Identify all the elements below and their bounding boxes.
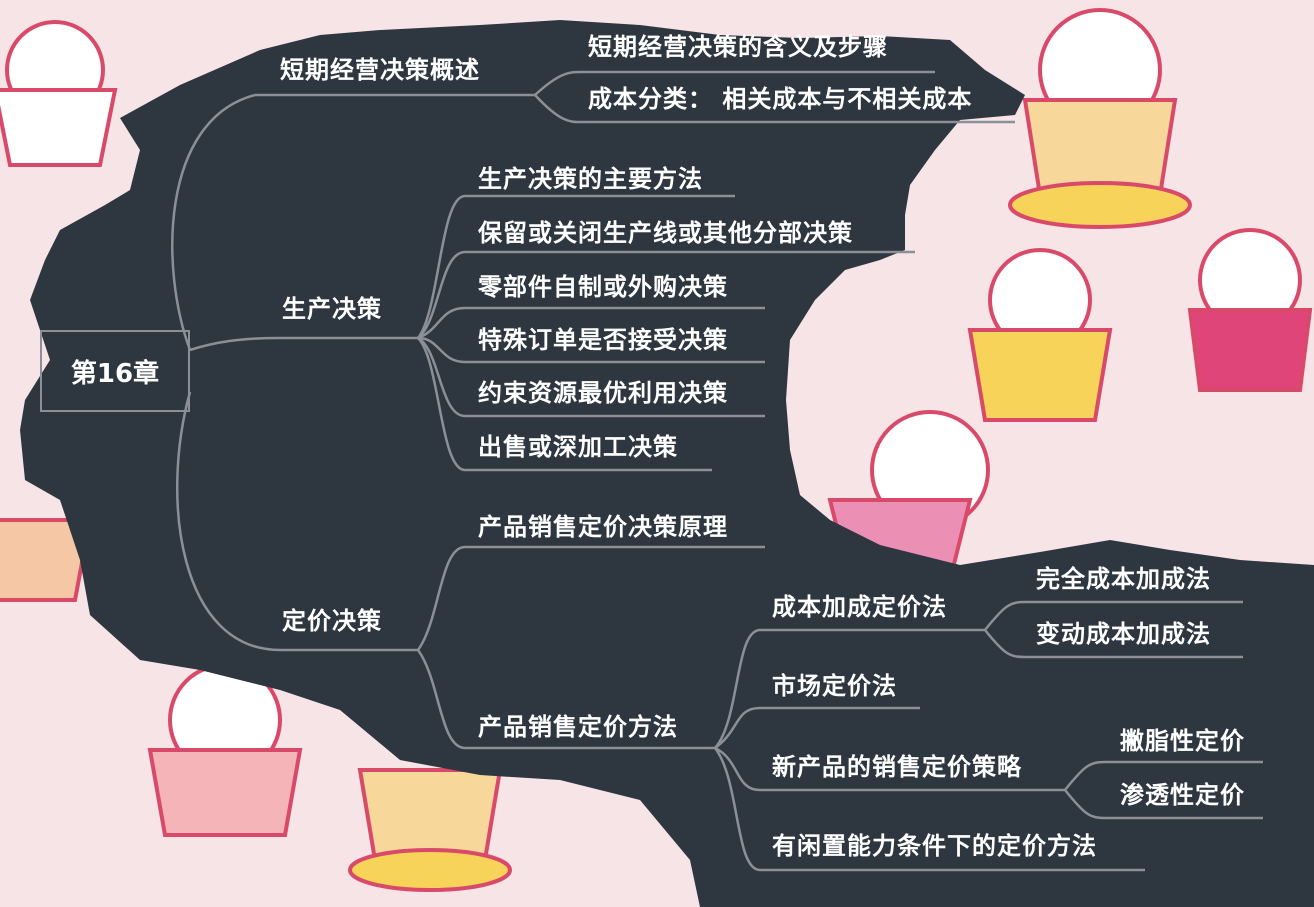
node-variable-cost-plus: 变动成本加成法 [1036, 620, 1211, 648]
node-pricing-principle: 产品销售定价决策原理 [478, 513, 728, 541]
branch-pricing: 定价决策 [282, 607, 382, 635]
background-decoration [0, 8, 1313, 892]
node-make-or-buy: 零部件自制或外购决策 [478, 273, 728, 301]
node-penetration-pricing: 渗透性定价 [1120, 781, 1245, 809]
branch-production: 生产决策 [282, 295, 382, 323]
node-idle-capacity-pricing: 有闲置能力条件下的定价方法 [772, 832, 1097, 860]
node-cost-classification: 成本分类： 相关成本与不相关成本 [588, 85, 973, 113]
bear-cup-decoration [1008, 8, 1192, 229]
bear-cup-decoration [1187, 228, 1313, 392]
node-full-cost-plus: 完全成本加成法 [1036, 565, 1211, 593]
bear-cup-decoration [967, 248, 1113, 422]
branch-overview: 短期经营决策概述 [280, 56, 480, 84]
bear-cup-decoration [147, 663, 303, 837]
node-skimming-pricing: 撇脂性定价 [1120, 727, 1245, 755]
node-keep-or-close-line: 保留或关闭生产线或其他分部决策 [478, 219, 853, 247]
node-market-pricing: 市场定价法 [772, 672, 897, 700]
node-sell-or-process: 出售或深加工决策 [478, 433, 678, 461]
node-new-product-strategy: 新产品的销售定价策略 [772, 753, 1022, 781]
node-special-order: 特殊订单是否接受决策 [478, 326, 728, 354]
connectors [171, 70, 1263, 872]
dark-panel [20, 20, 1314, 907]
node-cost-plus-pricing: 成本加成定价法 [772, 593, 947, 621]
root-node: 第16章 [40, 330, 190, 412]
bear-cup-decoration [348, 768, 512, 892]
node-constrained-resource: 约束资源最优利用决策 [478, 379, 728, 407]
node-production-methods: 生产决策的主要方法 [478, 165, 703, 193]
bear-cup-decoration [0, 20, 118, 167]
bear-cup-decoration [0, 518, 93, 602]
node-overview-meaning: 短期经营决策的含义及步骤 [588, 33, 888, 61]
node-pricing-methods: 产品销售定价方法 [478, 713, 678, 741]
